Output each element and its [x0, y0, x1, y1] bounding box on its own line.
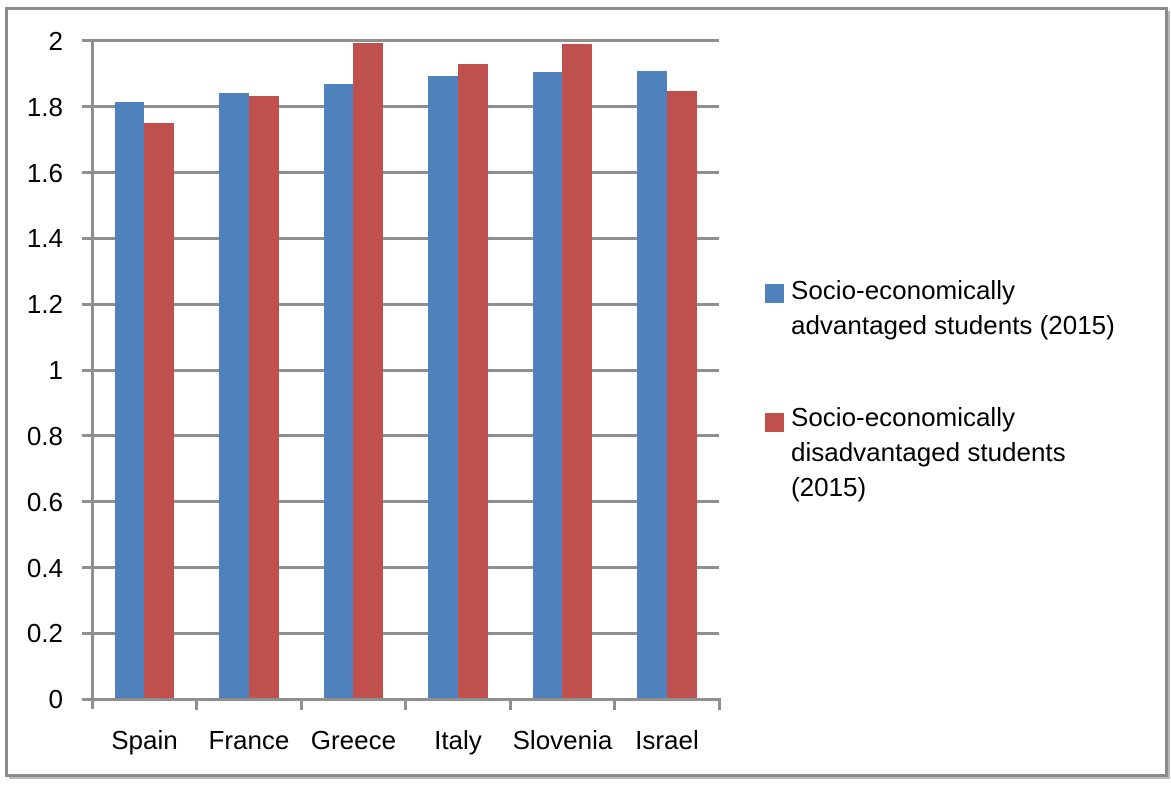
legend-marker-series1: [765, 284, 784, 303]
x-axis-label-spain: Spain: [111, 725, 178, 755]
x-axis-label-france: France: [208, 725, 290, 755]
legend-label-series1: Socio-economically advantaged students (…: [791, 275, 1115, 340]
gridline-y-1.8: [81, 105, 720, 109]
y-axis-label-0.6: 0.6: [26, 486, 63, 517]
y-axis-label-0: 0: [48, 684, 63, 715]
y-axis-label-1.8: 1.8: [26, 91, 63, 122]
bar-france-series2: [248, 96, 279, 700]
x-axis-line: [81, 697, 720, 701]
bar-israel-series1: [637, 71, 667, 700]
gridline-y-0.6: [81, 500, 720, 504]
bar-slovenia-series1: [532, 72, 563, 700]
gridline-y-0.8: [81, 434, 720, 438]
y-axis-label-2: 2: [48, 25, 63, 56]
x-axis-tick-4: [508, 697, 512, 711]
gridline-y-2: [81, 39, 720, 43]
x-axis-tick-3: [404, 697, 408, 711]
x-axis-tick-5: [613, 697, 617, 711]
legend-marker-series2: [765, 413, 784, 432]
y-axis-label-1: 1: [48, 355, 63, 386]
x-axis-label-slovenia: Slovenia: [512, 725, 613, 755]
bar-slovenia-series2: [562, 44, 593, 700]
bar-italy-series1: [428, 76, 458, 700]
gridline-y-1.4: [81, 236, 720, 240]
bar-france-series1: [219, 93, 249, 700]
gridline-y-0.2: [81, 631, 720, 635]
bar-spain-series1: [114, 101, 145, 700]
gridline-y-1.2: [81, 302, 720, 306]
y-axis-line: [90, 39, 94, 709]
bar-greece-series2: [353, 43, 384, 700]
gridline-y-0.4: [81, 566, 720, 570]
x-axis-tick-2: [299, 697, 303, 711]
bar-spain-series2: [144, 123, 175, 700]
bar-israel-series2: [666, 90, 697, 700]
y-axis-label-1.6: 1.6: [26, 157, 63, 188]
x-axis-label-italy: Italy: [434, 725, 482, 755]
gridline-y-1: [81, 368, 720, 372]
bar-italy-series2: [457, 64, 488, 700]
x-axis-label-greece: Greece: [310, 725, 397, 755]
legend-label-series2: Socio-economically disadvantaged student…: [791, 402, 1066, 502]
x-axis-tick-1: [195, 697, 199, 711]
y-axis-label-0.8: 0.8: [26, 420, 63, 451]
bar-greece-series1: [323, 84, 354, 700]
y-axis-label-0.2: 0.2: [26, 618, 63, 649]
y-axis-label-1.4: 1.4: [26, 223, 63, 254]
x-axis-tick-6: [717, 697, 721, 711]
y-axis-label-1.2: 1.2: [26, 289, 63, 320]
x-axis-label-israel: Israel: [635, 725, 699, 755]
gridline-y-1.6: [81, 171, 720, 174]
y-axis-label-0.4: 0.4: [26, 552, 63, 583]
